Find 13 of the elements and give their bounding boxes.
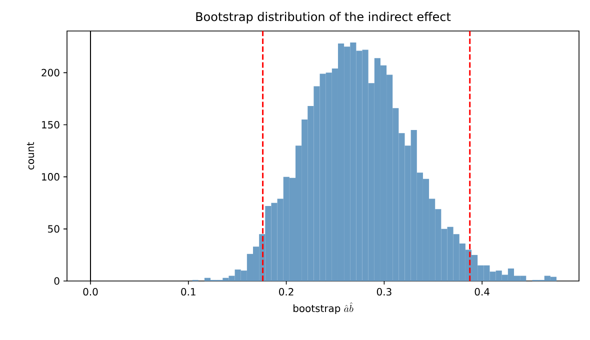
x-tick-label: 0.4 <box>474 288 490 296</box>
x-tick-label: 0.2 <box>279 288 294 296</box>
chart-title: Bootstrap distribution of the indirect effect <box>196 12 451 24</box>
y-axis-title: count <box>26 142 34 170</box>
x-axis-title: $\text{bootstrap }\hat{a}\hat{b}$ <box>294 302 354 314</box>
y-tick-label: 200 <box>42 68 60 76</box>
x-tick-label: 0.0 <box>83 288 98 296</box>
y-tick-label: 100 <box>42 173 60 181</box>
y-tick-label: 50 <box>48 225 60 233</box>
x-tick-label: 0.3 <box>376 288 392 296</box>
y-tick-label: 150 <box>42 120 60 129</box>
x-tick-label: 0.1 <box>181 288 196 296</box>
y-tick-label: 0 <box>54 277 60 285</box>
